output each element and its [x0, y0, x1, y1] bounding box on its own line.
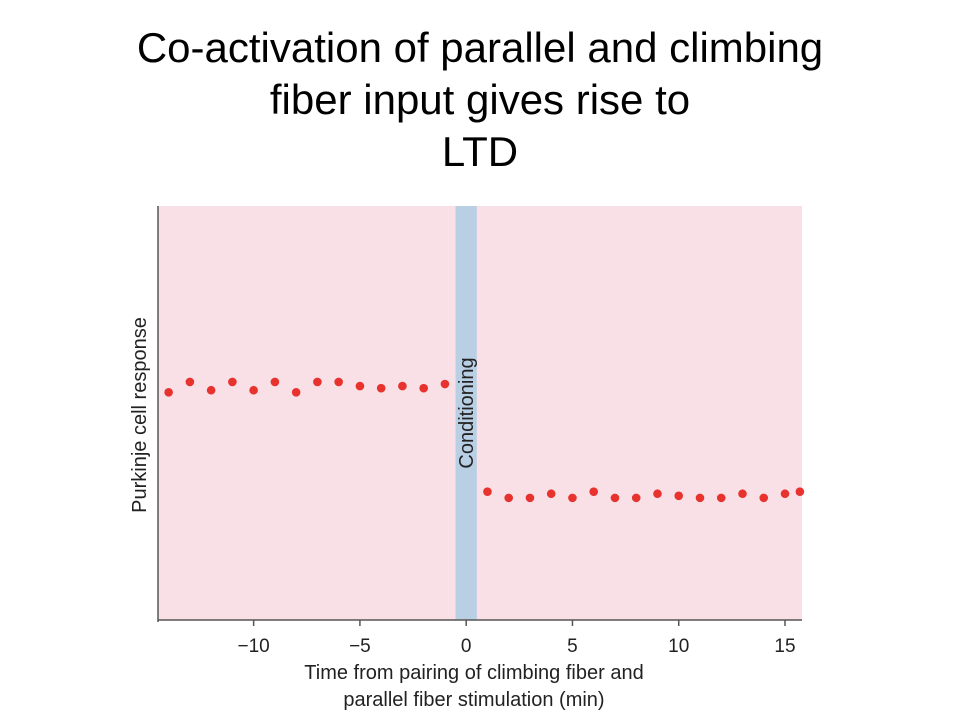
data-point: [695, 493, 705, 503]
data-point: [164, 388, 173, 397]
data-point: [270, 377, 280, 387]
data-point: [440, 379, 450, 389]
x-axis-title-line-1: Time from pairing of climbing fiber and: [304, 662, 643, 684]
data-point: [249, 385, 258, 395]
data-point: [504, 493, 513, 503]
data-point: [398, 381, 407, 391]
data-point: [419, 383, 428, 393]
x-tick-label: 15: [774, 636, 795, 657]
data-point: [355, 381, 365, 391]
y-axis-title: Purkinje cell response: [129, 317, 151, 513]
data-point: [780, 489, 790, 499]
x-axis-title-line-2: parallel fiber stimulation (min): [343, 689, 604, 711]
data-point: [589, 487, 599, 496]
data-point: [674, 491, 684, 501]
data-point: [759, 493, 769, 503]
title-line-3: LTD: [441, 128, 519, 175]
data-point: [568, 493, 577, 503]
data-point: [483, 487, 492, 496]
data-point: [610, 493, 620, 503]
data-point: [546, 489, 556, 499]
conditioning-band: [455, 206, 477, 620]
data-point: [631, 493, 641, 503]
data-point: [653, 489, 662, 499]
data-point: [185, 377, 195, 387]
data-point: [525, 493, 535, 503]
slide-title: Co-activation of parallel and climbing f…: [40, 22, 920, 178]
data-point: [228, 377, 237, 387]
conditioning-label: Conditioning: [456, 357, 478, 468]
data-point: [291, 388, 301, 397]
x-tick-label: −10: [238, 636, 270, 657]
plot-background: [158, 206, 802, 620]
title-line-1: Co-activation of parallel and climbing: [136, 24, 824, 71]
data-point: [334, 377, 343, 387]
data-point: [313, 377, 322, 387]
data-point: [376, 383, 386, 393]
title-line-2: fiber input gives rise to: [269, 76, 691, 123]
data-point: [206, 385, 216, 395]
data-point: [795, 487, 805, 496]
data-point: [738, 489, 747, 499]
x-tick-label: 0: [461, 636, 472, 657]
data-point: [716, 493, 726, 503]
x-tick-label: 5: [567, 636, 578, 657]
x-tick-label: 10: [668, 636, 689, 657]
x-tick-label: −5: [349, 636, 371, 657]
